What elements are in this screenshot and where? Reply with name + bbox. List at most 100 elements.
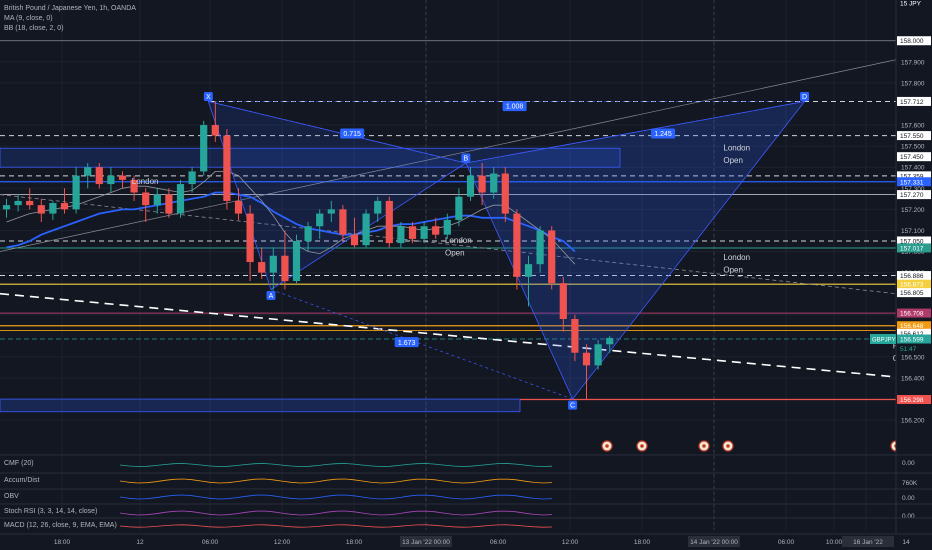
price-tag[interactable]: 157.331: [897, 177, 931, 187]
harmonic-point-a[interactable]: A: [266, 290, 276, 300]
candle[interactable]: [118, 171, 127, 189]
candle[interactable]: [200, 120, 208, 176]
candle[interactable]: [536, 226, 544, 273]
event-icon[interactable]: [722, 440, 734, 452]
trendline-dashed-gray[interactable]: [0, 194, 897, 295]
candle[interactable]: [72, 167, 80, 214]
harmonic-ratio[interactable]: 0.715: [340, 128, 365, 139]
candle[interactable]: [548, 226, 556, 290]
candle[interactable]: [176, 179, 185, 218]
demand-zone[interactable]: [0, 398, 521, 413]
candle[interactable]: [339, 205, 347, 241]
candle[interactable]: [559, 276, 567, 332]
candle[interactable]: [606, 335, 614, 353]
event-icon[interactable]: [698, 440, 710, 452]
price-tag[interactable]: 156.612: [897, 328, 931, 338]
price-tag[interactable]: 156.599: [897, 334, 931, 344]
harmonic-bcd[interactable]: [465, 100, 806, 400]
candle[interactable]: [490, 167, 498, 199]
indicator-pane[interactable]: MACD (12, 26, close, 9, EMA, EMA): [0, 517, 932, 529]
candle[interactable]: [142, 188, 150, 223]
candle[interactable]: [84, 162, 92, 189]
harmonic-ratio[interactable]: 1.008: [502, 101, 527, 112]
harmonic-point-c[interactable]: C: [568, 400, 578, 410]
candle[interactable]: [420, 222, 428, 244]
harmonic-ratio[interactable]: 1.245: [651, 128, 676, 139]
candle[interactable]: [292, 234, 301, 284]
harmonic-point-x[interactable]: X: [203, 91, 213, 101]
candle[interactable]: [269, 247, 277, 290]
symbol-title[interactable]: British Pound / Japanese Yen, 1h, OANDA: [4, 5, 136, 12]
candle[interactable]: [258, 247, 266, 279]
price-tag[interactable]: 156.873: [897, 279, 931, 289]
harmonic-point-d[interactable]: D: [800, 91, 810, 101]
candle[interactable]: [455, 188, 463, 227]
candle[interactable]: [397, 222, 405, 248]
candle[interactable]: [107, 167, 115, 193]
candle[interactable]: [582, 344, 591, 400]
candle[interactable]: [571, 314, 579, 362]
candle[interactable]: [49, 200, 57, 220]
candle[interactable]: [362, 209, 370, 248]
candle[interactable]: [478, 162, 486, 206]
candle[interactable]: [374, 196, 382, 223]
harmonic-ratio[interactable]: 1.673: [394, 337, 419, 348]
price-tag[interactable]: 156.298: [897, 395, 931, 405]
candle[interactable]: [153, 188, 161, 214]
price-tag[interactable]: 157.712: [897, 96, 931, 106]
candle[interactable]: [594, 340, 602, 370]
candle[interactable]: [466, 167, 475, 201]
candle[interactable]: [513, 209, 521, 290]
candle[interactable]: [95, 162, 103, 189]
candle[interactable]: [501, 167, 509, 223]
price-tag[interactable]: 157.450: [897, 152, 931, 162]
trendline-ascending[interactable]: [0, 59, 897, 252]
candle[interactable]: [14, 194, 22, 212]
candle[interactable]: [130, 175, 138, 201]
indicator-pane[interactable]: Stoch RSI (3, 3, 14, 14, close) 0.00: [0, 503, 932, 520]
price-tag[interactable]: 15 JPY: [897, 0, 931, 8]
candle[interactable]: [327, 200, 335, 223]
candle[interactable]: [385, 196, 393, 248]
price-tag[interactable]: 156.708: [897, 308, 931, 318]
candle[interactable]: [316, 209, 324, 239]
candle[interactable]: [37, 198, 45, 223]
ma9-line[interactable]: [6, 171, 576, 265]
candle[interactable]: [2, 198, 11, 218]
candle[interactable]: [350, 217, 359, 248]
indicator-pane[interactable]: Accum/Dist 760K: [0, 472, 932, 487]
indicator-pane[interactable]: OBV 0.00: [0, 488, 932, 502]
candle[interactable]: [223, 129, 231, 210]
ma-legend[interactable]: MA (9, close, 0): [4, 15, 53, 22]
candle[interactable]: [524, 255, 533, 307]
candle[interactable]: [234, 188, 243, 220]
candle[interactable]: [26, 188, 34, 210]
candle[interactable]: [165, 188, 173, 218]
bb-legend[interactable]: BB (18, close, 2, 0): [4, 25, 64, 32]
candle[interactable]: [408, 222, 417, 244]
indicator-pane[interactable]: CMF (20) 0.00: [4, 460, 915, 467]
price-tag[interactable]: 157.050: [897, 236, 931, 246]
harmonic-point-b[interactable]: B: [461, 153, 471, 163]
price-tag[interactable]: 156.886: [897, 271, 931, 281]
price-tag[interactable]: 157.550: [897, 131, 931, 141]
price-tag[interactable]: 156.805: [897, 288, 931, 298]
price-tag[interactable]: 157.017: [897, 243, 931, 253]
price-tag[interactable]: 156.648: [897, 321, 931, 331]
event-icon[interactable]: [601, 440, 613, 452]
candle[interactable]: [304, 222, 312, 252]
price-tag[interactable]: 157.359: [897, 171, 931, 181]
candle[interactable]: [211, 101, 219, 142]
price-tag[interactable]: 157.270: [897, 190, 931, 200]
price-tag[interactable]: 158.000: [897, 36, 931, 46]
last-price-tag[interactable]: GBPJPY 51:47: [870, 334, 917, 353]
candle[interactable]: [281, 230, 289, 290]
bb-basis-line[interactable]: [6, 191, 576, 253]
candle[interactable]: [188, 167, 196, 193]
candle[interactable]: [60, 188, 69, 214]
candle[interactable]: [432, 217, 440, 239]
event-icon[interactable]: [636, 440, 648, 452]
candle[interactable]: [246, 205, 254, 282]
candle[interactable]: [443, 213, 451, 239]
